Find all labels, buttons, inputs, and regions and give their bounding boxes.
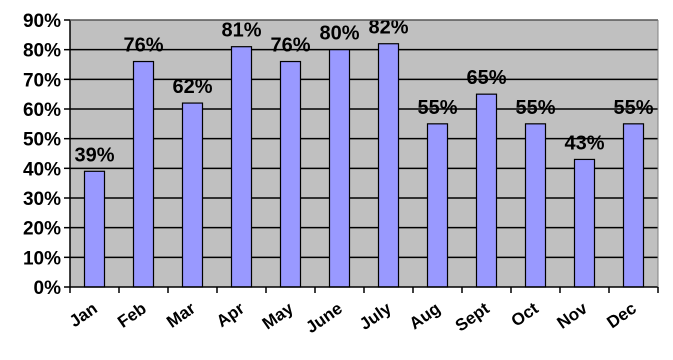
data-label: 43% <box>564 132 604 154</box>
data-label: 76% <box>123 35 163 57</box>
bar <box>132 60 155 288</box>
data-label: 65% <box>466 67 506 89</box>
x-tick-label: Oct <box>508 299 542 331</box>
x-tick-label: May <box>259 298 297 333</box>
y-tick-label: 70% <box>23 70 61 91</box>
data-label: 80% <box>319 23 359 45</box>
data-label: 81% <box>221 20 261 42</box>
bar <box>181 102 204 288</box>
y-axis-ticks: 0% 10% 20% 30% 40% 50% 60% 70% 80% 90% <box>23 11 70 299</box>
y-tick-label: 40% <box>23 159 61 180</box>
x-tick-label: July <box>356 298 395 333</box>
bar <box>230 46 253 288</box>
plot-area <box>70 20 658 287</box>
data-label: 82% <box>368 17 408 39</box>
bar <box>279 60 302 288</box>
x-tick-label: Mar <box>163 298 199 331</box>
data-label: 55% <box>515 97 555 119</box>
y-tick-label: 30% <box>23 189 61 210</box>
x-axis-labels: Jan Feb Mar Apr May June July Aug Sept Oct Nov Dec <box>66 287 659 337</box>
data-label: 55% <box>417 97 457 119</box>
y-tick-label: 0% <box>34 278 62 299</box>
axes <box>69 19 659 288</box>
bar <box>328 49 351 288</box>
x-tick-label: Nov <box>554 298 592 332</box>
x-tick-label: Jan <box>66 299 101 331</box>
y-tick-label: 50% <box>23 130 61 151</box>
x-tick-label: Dec <box>603 299 639 332</box>
x-tick-label: Aug <box>406 299 444 334</box>
bar <box>475 93 498 288</box>
bar <box>426 123 449 288</box>
data-label: 62% <box>172 76 212 98</box>
x-tick-label: June <box>302 299 345 337</box>
y-tick-label: 60% <box>23 100 61 121</box>
x-tick-label: Feb <box>114 299 150 332</box>
bar <box>83 170 106 288</box>
bars <box>83 43 645 288</box>
data-label: 76% <box>270 35 310 57</box>
y-tick-label: 20% <box>23 219 61 240</box>
data-label: 39% <box>74 144 114 166</box>
data-label: 55% <box>613 97 653 119</box>
y-tick-label: 80% <box>23 41 61 62</box>
bar <box>377 43 400 288</box>
data-labels: 39% 76% 62% 81% 76% 80% 82% 55% 65% 55% 43% 55% <box>74 17 653 167</box>
y-tick-label: 10% <box>23 248 61 269</box>
bar <box>573 158 596 288</box>
bar <box>524 123 547 288</box>
bar <box>622 123 645 288</box>
x-tick-label: Sept <box>452 299 493 336</box>
x-tick-label: Apr <box>213 298 248 331</box>
y-tick-label: 90% <box>23 11 61 32</box>
